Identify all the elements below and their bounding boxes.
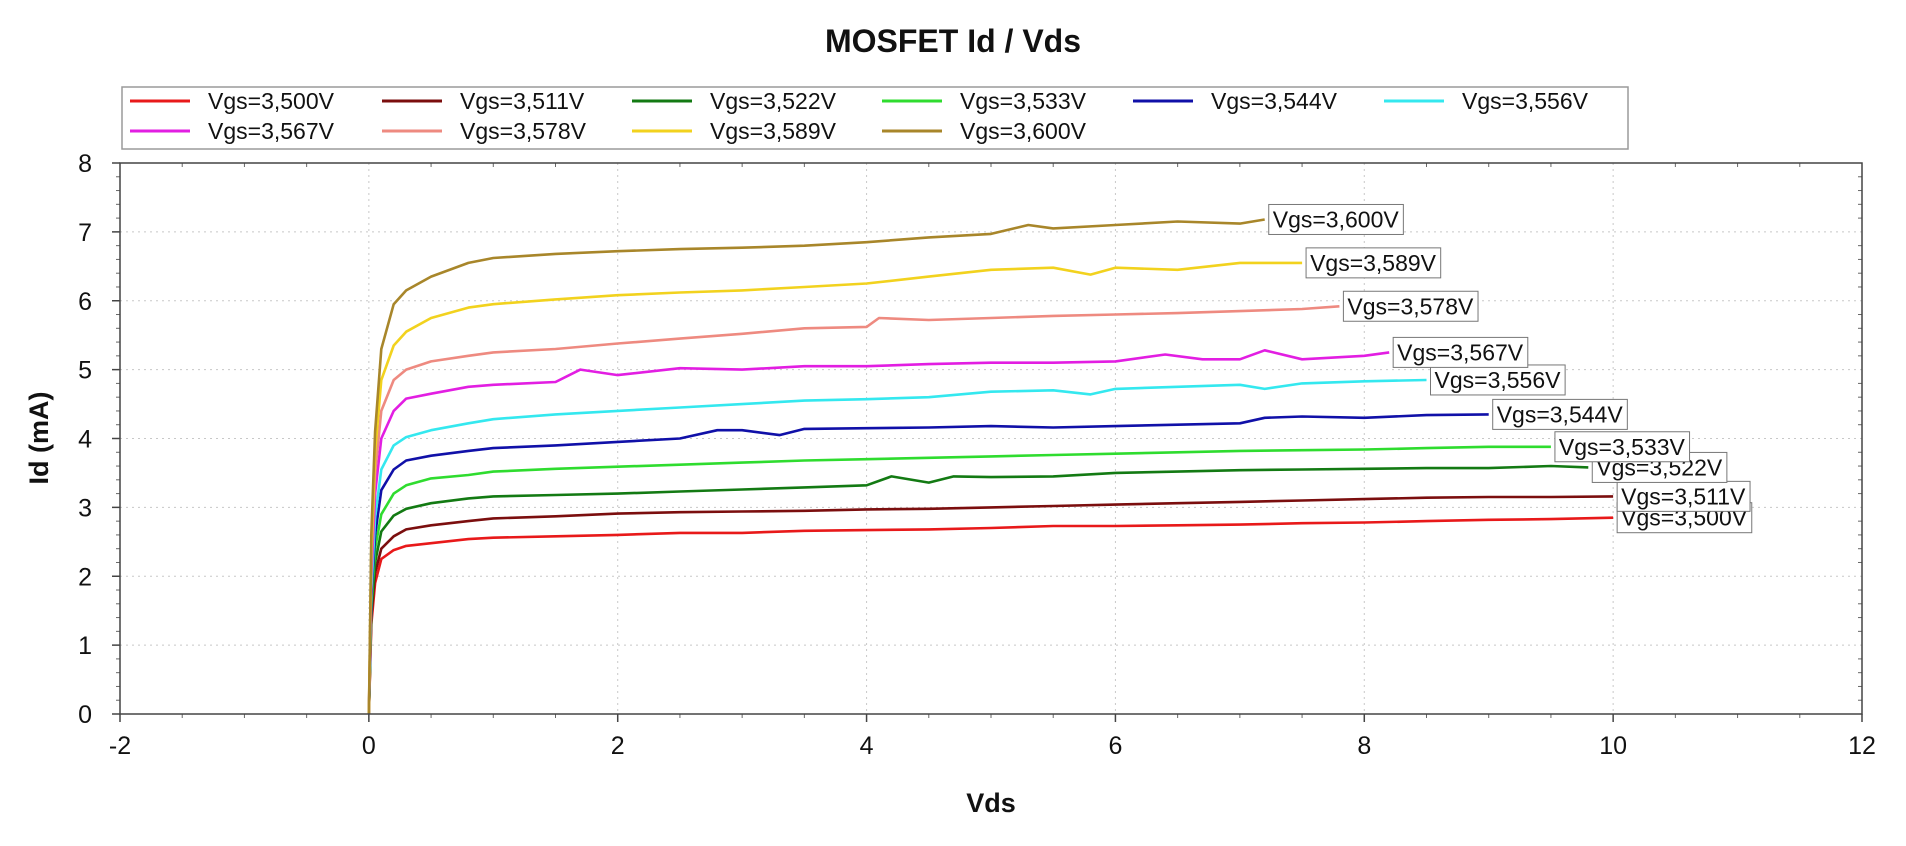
x-tick-label: 0 (362, 732, 376, 760)
y-tick-label: 7 (78, 219, 92, 247)
series-end-label-text: Vgs=3,600V (1273, 206, 1400, 232)
x-tick-label: 10 (1599, 732, 1627, 760)
legend-label: Vgs=3,600V (960, 118, 1087, 144)
legend-label: Vgs=3,578V (460, 118, 587, 144)
y-tick-label: 6 (78, 288, 92, 316)
series-line-2 (367, 464, 1589, 715)
series-line-9 (367, 218, 1265, 715)
series-line-0 (367, 516, 1614, 715)
legend-item-0: Vgs=3,500V (130, 88, 335, 114)
series-line-6 (367, 348, 1390, 715)
y-axis-label: Id (mA) (24, 392, 54, 485)
series-end-label-box (1616, 480, 1751, 512)
legend-label: Vgs=3,500V (208, 88, 335, 114)
series-end-label-text: Vgs=3,544V (1497, 401, 1624, 427)
legend-item-9: Vgs=3,600V (882, 118, 1087, 144)
legend-item-4: Vgs=3,544V (1133, 88, 1338, 114)
series-line-4 (367, 413, 1489, 715)
y-tick-label: 4 (78, 426, 92, 454)
series-end-label-box (1492, 398, 1628, 430)
legend-label: Vgs=3,544V (1211, 88, 1338, 114)
y-tick-label: 1 (78, 632, 92, 660)
y-tick-label: 8 (78, 150, 92, 178)
legend-box (121, 86, 1629, 150)
legend-item-7: Vgs=3,578V (382, 118, 587, 144)
series-end-label-text: Vgs=3,533V (1559, 434, 1686, 460)
series-line-7 (367, 305, 1340, 715)
legend-item-5: Vgs=3,556V (1384, 88, 1589, 114)
legend-label: Vgs=3,533V (960, 88, 1087, 114)
y-tick-label: 3 (78, 494, 92, 522)
series-end-label-box (1305, 247, 1442, 279)
series-end-label-text: Vgs=3,589V (1310, 250, 1437, 276)
legend: Vgs=3,500V Vgs=3,511V Vgs=3,522V Vgs=3,533V… (121, 86, 1629, 150)
series-end-label-9: Vgs=3,600V (1268, 203, 1404, 235)
series-end-label-text: Vgs=3,567V (1397, 339, 1524, 365)
series-end-label-box (1392, 336, 1529, 368)
y-tick-label: 5 (78, 357, 92, 385)
series-end-label-text: Vgs=3,556V (1435, 367, 1562, 393)
x-tick-label: 2 (611, 732, 625, 760)
x-tick-label: 4 (860, 732, 874, 760)
series-line-1 (367, 495, 1614, 715)
series-end-label-7: Vgs=3,578V (1342, 290, 1479, 322)
x-tick-label: -2 (109, 732, 131, 760)
y-tick-label: 2 (78, 563, 92, 591)
series-end-label-box (1268, 203, 1404, 235)
x-axis-label: Vds (966, 788, 1016, 818)
series-end-label-4: Vgs=3,544V (1492, 398, 1628, 430)
legend-item-3: Vgs=3,533V (882, 88, 1087, 114)
series-line-5 (367, 378, 1427, 715)
legend-item-1: Vgs=3,511V (382, 88, 585, 114)
y-tick-label: 0 (78, 701, 92, 729)
x-tick-label: 12 (1848, 732, 1876, 760)
legend-item-8: Vgs=3,589V (632, 118, 837, 144)
legend-label: Vgs=3,511V (460, 88, 585, 114)
series-end-label-6: Vgs=3,567V (1392, 336, 1529, 368)
legend-label: Vgs=3,567V (208, 118, 335, 144)
series-line-3 (367, 445, 1551, 715)
x-tick-label: 6 (1108, 732, 1122, 760)
end-labels: Vgs=3,500VVgs=3,511VVgs=3,522VVgs=3,533V… (1268, 203, 1753, 534)
legend-item-6: Vgs=3,567V (130, 118, 335, 144)
chart-title: MOSFET Id / Vds (825, 23, 1081, 59)
series-end-label-8: Vgs=3,589V (1305, 247, 1442, 279)
series-end-label-1: Vgs=3,511V (1616, 480, 1751, 512)
series-layer (367, 218, 1614, 715)
x-tick-label: 8 (1357, 732, 1371, 760)
series-end-label-box (1430, 364, 1566, 396)
legend-label: Vgs=3,556V (1462, 88, 1589, 114)
series-end-label-box (1342, 290, 1479, 322)
legend-label: Vgs=3,589V (710, 118, 837, 144)
series-end-label-text: Vgs=3,511V (1621, 483, 1746, 509)
plot-border (119, 162, 1863, 715)
legend-label: Vgs=3,522V (710, 88, 837, 114)
series-end-label-3: Vgs=3,533V (1554, 431, 1691, 463)
series-end-label-box (1554, 431, 1691, 463)
series-line-8 (367, 261, 1303, 715)
series-end-label-text: Vgs=3,578V (1347, 293, 1474, 319)
series-end-label-5: Vgs=3,556V (1430, 364, 1566, 396)
legend-item-2: Vgs=3,522V (632, 88, 837, 114)
